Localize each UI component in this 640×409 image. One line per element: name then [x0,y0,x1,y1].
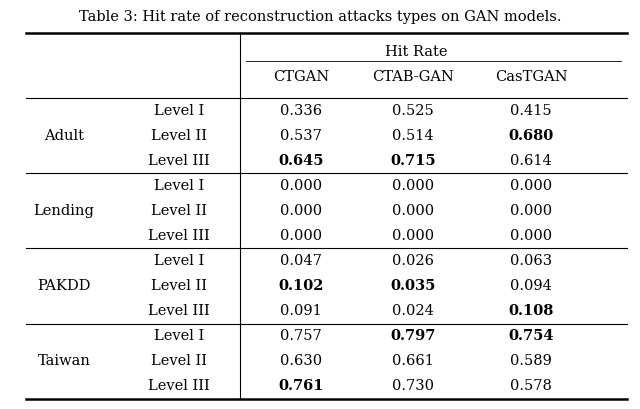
Text: 0.000: 0.000 [392,179,434,193]
Text: Lending: Lending [33,204,95,218]
Text: 0.000: 0.000 [392,204,434,218]
Text: 0.026: 0.026 [392,254,434,268]
Text: Level II: Level II [151,354,207,368]
Text: Level I: Level I [154,179,204,193]
Text: Hit Rate: Hit Rate [385,45,447,59]
Text: Level II: Level II [151,204,207,218]
Text: 0.525: 0.525 [392,104,434,118]
Text: 0.024: 0.024 [392,304,434,318]
Text: 0.797: 0.797 [390,329,435,343]
Text: 0.614: 0.614 [510,154,552,168]
Text: 0.578: 0.578 [510,379,552,393]
Text: 0.661: 0.661 [392,354,434,368]
Text: 0.336: 0.336 [280,104,322,118]
Text: Level III: Level III [148,229,210,243]
Text: 0.063: 0.063 [510,254,552,268]
Text: 0.000: 0.000 [280,229,322,243]
Text: 0.108: 0.108 [509,304,554,318]
Text: 0.514: 0.514 [392,129,434,143]
Text: 0.645: 0.645 [278,154,324,168]
Text: 0.537: 0.537 [280,129,322,143]
Text: 0.000: 0.000 [510,179,552,193]
Text: Adult: Adult [44,129,84,143]
Text: Level I: Level I [154,254,204,268]
Text: 0.094: 0.094 [510,279,552,293]
Text: 0.680: 0.680 [509,129,554,143]
Text: 0.757: 0.757 [280,329,322,343]
Text: CTGAN: CTGAN [273,70,329,84]
Text: 0.000: 0.000 [280,179,322,193]
Text: Level I: Level I [154,104,204,118]
Text: 0.000: 0.000 [280,204,322,218]
Text: 0.761: 0.761 [278,379,324,393]
Text: PAKDD: PAKDD [37,279,91,293]
Text: 0.415: 0.415 [510,104,552,118]
Text: 0.715: 0.715 [390,154,436,168]
Text: 0.754: 0.754 [508,329,554,343]
Text: 0.589: 0.589 [510,354,552,368]
Text: 0.102: 0.102 [278,279,324,293]
Text: Level II: Level II [151,279,207,293]
Text: Level II: Level II [151,129,207,143]
Text: Level I: Level I [154,329,204,343]
Text: Level III: Level III [148,154,210,168]
Text: 0.630: 0.630 [280,354,322,368]
Text: 0.091: 0.091 [280,304,322,318]
Text: CasTGAN: CasTGAN [495,70,568,84]
Text: Level III: Level III [148,379,210,393]
Text: 0.035: 0.035 [390,279,435,293]
Text: 0.730: 0.730 [392,379,434,393]
Text: 0.000: 0.000 [510,229,552,243]
Text: Table 3: Hit rate of reconstruction attacks types on GAN models.: Table 3: Hit rate of reconstruction atta… [79,10,561,24]
Text: Taiwan: Taiwan [38,354,90,368]
Text: Level III: Level III [148,304,210,318]
Text: CTAB-GAN: CTAB-GAN [372,70,454,84]
Text: 0.000: 0.000 [510,204,552,218]
Text: 0.000: 0.000 [392,229,434,243]
Text: 0.047: 0.047 [280,254,322,268]
